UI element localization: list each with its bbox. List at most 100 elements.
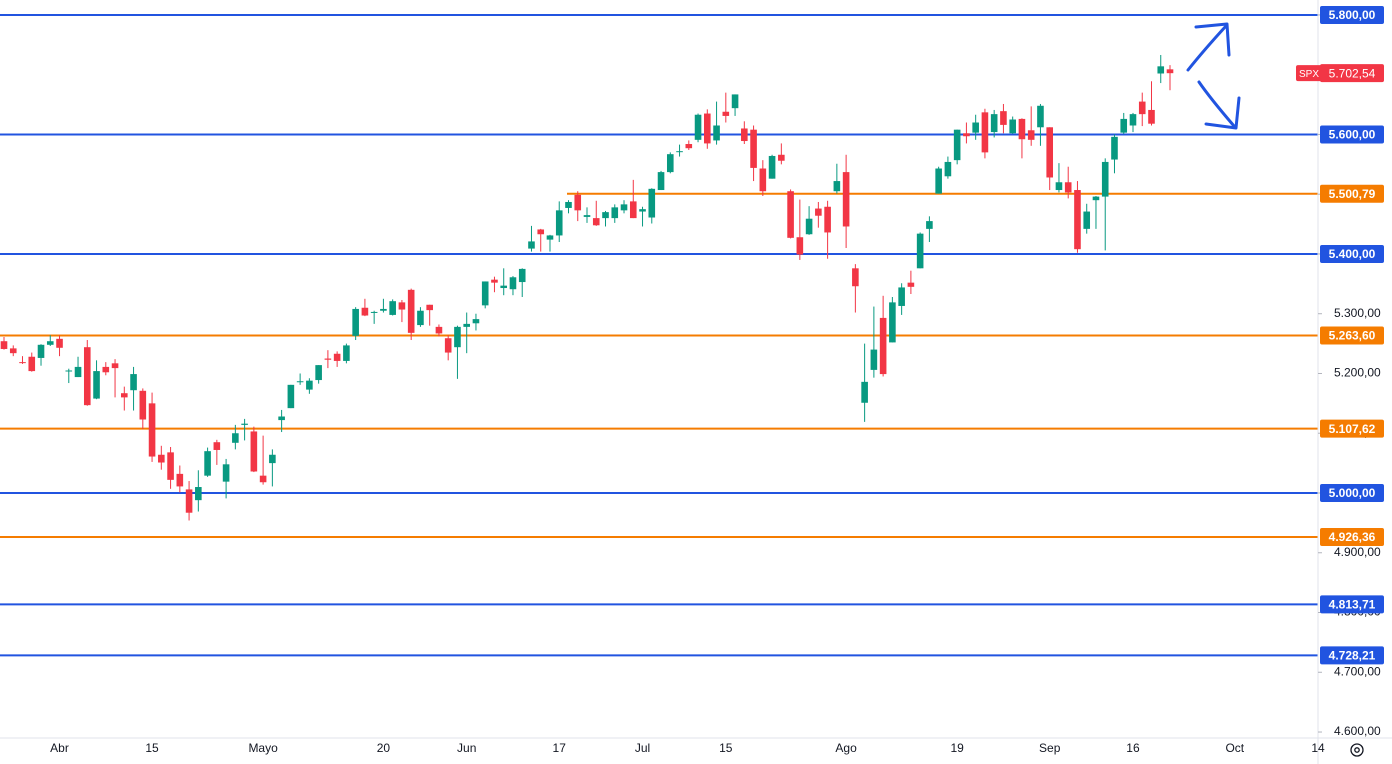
candle-body (167, 452, 174, 480)
gear-center[interactable] (1354, 747, 1360, 753)
price-name: SPX (1299, 69, 1319, 80)
level-label: 5.107,62 (1329, 422, 1376, 436)
candle-body (370, 311, 378, 313)
x-tick-label: 17 (553, 741, 567, 755)
candle-body (518, 268, 526, 283)
level-badge (1320, 125, 1384, 144)
candle-body (704, 113, 711, 144)
candle-body (213, 442, 221, 450)
candle-body (583, 215, 591, 217)
level-label: 4.813,71 (1329, 597, 1376, 611)
candle-body (361, 307, 369, 316)
candle-body (380, 308, 387, 311)
candle-body (1083, 211, 1091, 229)
candle-body (981, 112, 989, 153)
candle-body (130, 374, 137, 391)
arrow-up-head (1194, 22, 1231, 57)
candle-body (93, 371, 100, 399)
candle-body (444, 338, 452, 353)
level-badge (1320, 646, 1384, 665)
level-badge (1320, 595, 1384, 614)
y-tick-label: 4.600,00 (1334, 724, 1381, 738)
candle-body (815, 208, 822, 216)
candle-body (990, 114, 998, 133)
candle-body (1064, 182, 1072, 193)
candle-body (19, 362, 26, 364)
candle-body (666, 154, 674, 173)
candle-body (1157, 66, 1165, 74)
candle-body (1148, 109, 1155, 124)
x-tick-label: 14 (1311, 741, 1325, 755)
candle-body (232, 433, 239, 443)
price-label: 5.702,54 (1329, 66, 1376, 80)
candle-body (741, 128, 748, 142)
level-label: 5.800,00 (1329, 8, 1376, 22)
candle-body (861, 381, 868, 403)
candle-body (74, 366, 82, 378)
candle-body (916, 233, 924, 269)
candle-body (889, 302, 896, 343)
candle-body (46, 341, 54, 345)
candle-body (1055, 182, 1063, 191)
candle-body (602, 212, 609, 219)
candle-body (398, 302, 406, 310)
candle-body (407, 289, 415, 333)
candle-body (1092, 196, 1100, 201)
candle-body (1037, 105, 1044, 128)
candle-body (333, 353, 341, 361)
candle-body (241, 423, 248, 425)
y-tick-label: 4.700,00 (1334, 664, 1381, 678)
y-tick-label: 5.200,00 (1334, 366, 1381, 380)
candle-body (778, 154, 785, 161)
candle-body (676, 151, 683, 153)
candle-body (611, 207, 619, 219)
settings-icon[interactable] (1350, 743, 1364, 757)
candle-body (389, 301, 396, 315)
candle-body (1009, 119, 1016, 134)
candle-body (435, 326, 443, 334)
candle-body (972, 122, 979, 133)
candle-body (1111, 136, 1118, 160)
candle-body (833, 181, 841, 192)
candle-body (56, 338, 63, 348)
candle-body (657, 172, 665, 191)
candle-body (0, 341, 8, 349)
price-badge (1320, 64, 1384, 83)
candle-body (842, 172, 850, 227)
candle-body (750, 129, 757, 168)
candle-body (787, 191, 794, 238)
candle-body (805, 218, 813, 235)
candle-body (528, 241, 535, 249)
x-tick-label: 19 (950, 741, 964, 755)
candle-body (620, 204, 628, 211)
candle-body (491, 279, 498, 283)
level-badge (1320, 244, 1384, 263)
level-badge (1320, 326, 1384, 345)
level-badge (1320, 184, 1384, 203)
candle-body (1129, 114, 1137, 126)
y-tick-label: 4.900,00 (1334, 545, 1381, 559)
candle-body (204, 451, 211, 476)
candle-body (944, 161, 952, 177)
candle-body (250, 431, 258, 472)
candle-body (1000, 111, 1007, 125)
candle-body (28, 356, 36, 372)
candle-body (417, 310, 424, 326)
candle-body (852, 268, 859, 287)
candle-body (1101, 161, 1109, 197)
arrow-down (1197, 80, 1236, 128)
candle-body (287, 384, 295, 409)
candle-body (731, 94, 739, 109)
level-badge (1320, 5, 1384, 24)
candle-body (796, 237, 804, 255)
x-tick-label: Mayo (248, 741, 278, 755)
candle-body (1018, 118, 1026, 140)
plot-area (0, 13, 1318, 657)
candle-body (639, 209, 646, 212)
x-tick-label: Jul (635, 741, 650, 755)
candle-body (259, 475, 267, 483)
candle-body (953, 129, 961, 161)
candle-body (898, 287, 905, 306)
gear[interactable] (1350, 743, 1364, 757)
